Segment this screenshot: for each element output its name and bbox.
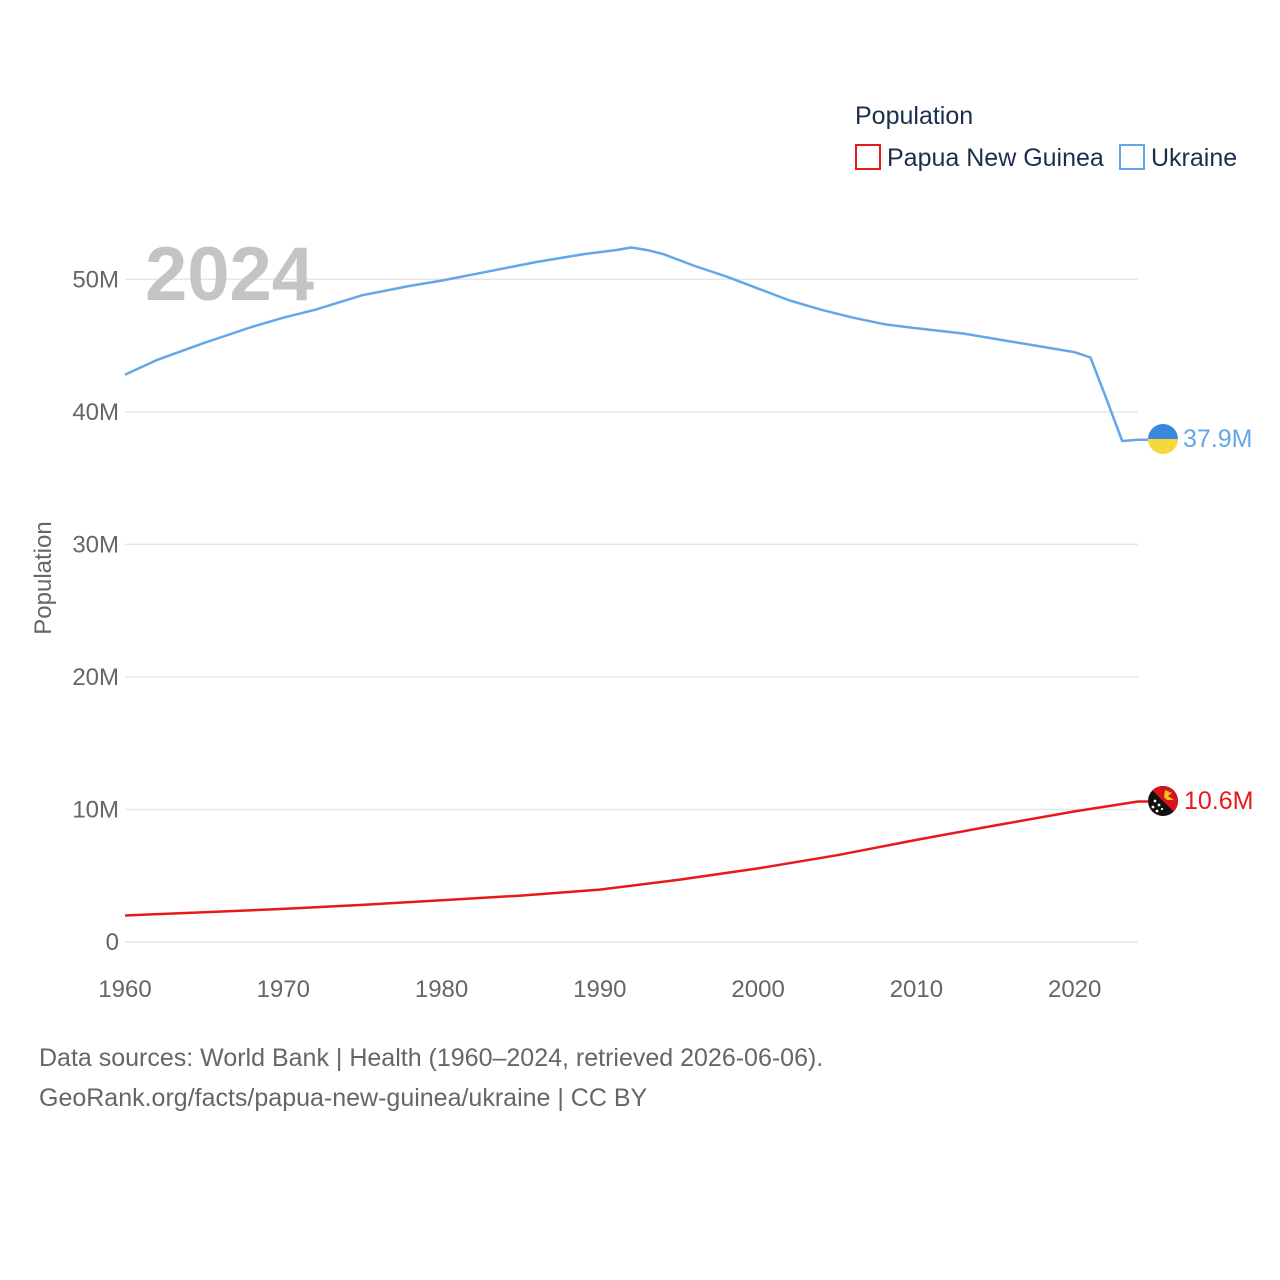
x-tick-label: 2020 [1048, 976, 1101, 1003]
legend-entry-papua-new-guinea[interactable]: Papua New Guinea [855, 144, 1104, 172]
legend-entry-ukraine[interactable]: Ukraine [1119, 144, 1237, 172]
legend-swatch-ukraine [1119, 144, 1145, 170]
x-tick-label: 1990 [573, 976, 626, 1003]
x-tick-label: 1980 [415, 976, 468, 1003]
ukraine-flag-icon [1148, 424, 1178, 454]
y-axis-title: Population [30, 521, 57, 634]
source-line-1: Data sources: World Bank | Health (1960–… [39, 1044, 824, 1072]
legend: Population Papua New Guinea Ukraine [855, 102, 1237, 172]
ukraine-end-label: 37.9M [1183, 425, 1252, 453]
legend-swatch-papua-new-guinea [855, 144, 881, 170]
x-axis-ticks: 1960 1970 1980 1990 2000 2010 2020 [98, 976, 1101, 1003]
x-tick-label: 2010 [890, 976, 943, 1003]
legend-title: Population [855, 102, 973, 130]
legend-label-ukraine: Ukraine [1151, 144, 1237, 172]
x-tick-label: 2000 [731, 976, 784, 1003]
papua-new-guinea-end-label: 10.6M [1184, 787, 1253, 815]
legend-label-papua-new-guinea: Papua New Guinea [887, 144, 1104, 172]
series-lines [124, 246, 1148, 917]
x-tick-label: 1970 [257, 976, 310, 1003]
year-label: 2024 [145, 232, 314, 317]
series-line-papua-new-guinea[interactable] [124, 800, 1148, 917]
y-tick-label: 20M [72, 664, 119, 691]
x-tick-label: 1960 [98, 976, 151, 1003]
source-line-2[interactable]: GeoRank.org/facts/papua-new-guinea/ukrai… [39, 1084, 648, 1112]
y-tick-label: 0 [106, 929, 119, 956]
grid-lines [125, 278, 1138, 943]
papua-new-guinea-flag-icon [1148, 786, 1178, 816]
y-tick-label: 50M [72, 266, 119, 293]
series-line-ukraine[interactable] [124, 246, 1148, 443]
y-tick-label: 30M [72, 531, 119, 558]
y-tick-label: 10M [72, 796, 119, 823]
y-tick-label: 40M [72, 399, 119, 426]
y-axis-ticks: 0 10M 20M 30M 40M 50M [72, 266, 119, 956]
